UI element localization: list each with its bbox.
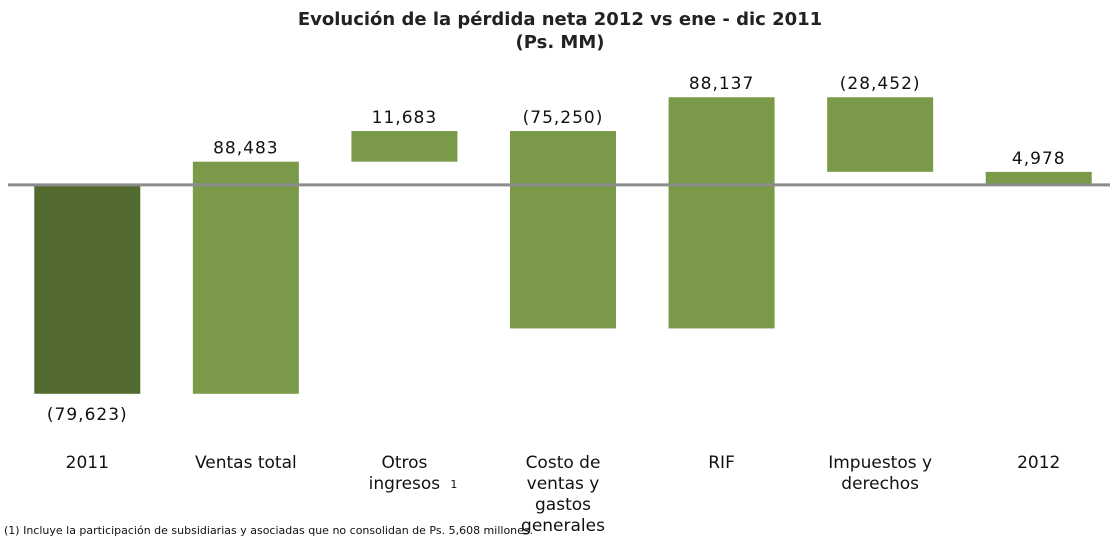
value-label: 88,483 [213,139,278,159]
value-label: (75,250) [523,108,604,128]
bar [985,171,1092,185]
value-label: 11,683 [372,108,437,128]
bar [192,161,299,394]
value-label: (28,452) [840,74,921,94]
x-tick-label: Impuestos y derechos [828,453,933,494]
bar [510,131,616,329]
x-tick-label: Costo de ventas y gastos generales [521,453,605,536]
value-label: 4,978 [1012,149,1066,169]
bar [351,131,458,162]
footnote: (1) Incluye la participación de subsidia… [4,524,534,537]
footnote-marker: 1 [450,478,458,491]
x-tick-label: Ventas total [194,453,297,473]
x-tick-label: 2011 [65,453,109,473]
x-tick-label: RIF [708,453,735,473]
bar [668,97,775,329]
value-label: 88,137 [689,74,754,94]
x-tick-label: 2012 [1017,453,1061,473]
chart-title: Evolución de la pérdida neta 2012 vs ene… [298,9,822,30]
bar [827,97,934,172]
value-label: (79,623) [47,405,128,425]
x-tick-label: Otros ingresos [368,453,441,494]
bar [34,184,141,394]
chart-subtitle: (Ps. MM) [516,32,605,53]
